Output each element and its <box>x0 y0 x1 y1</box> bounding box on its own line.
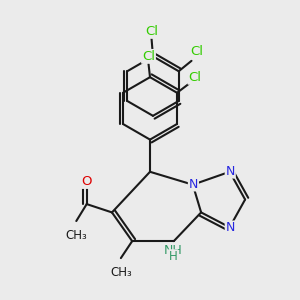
Text: O: O <box>81 175 92 188</box>
Text: NH: NH <box>164 244 183 256</box>
Text: Cl: Cl <box>145 25 158 38</box>
Text: N: N <box>226 165 235 178</box>
Text: CH₃: CH₃ <box>65 229 87 242</box>
Text: N: N <box>226 221 235 234</box>
Text: CH₃: CH₃ <box>110 266 132 279</box>
Text: N: N <box>189 178 198 190</box>
Text: H: H <box>169 250 178 263</box>
Text: Cl: Cl <box>188 71 201 84</box>
Text: Cl: Cl <box>142 50 155 63</box>
Text: Cl: Cl <box>190 45 203 58</box>
